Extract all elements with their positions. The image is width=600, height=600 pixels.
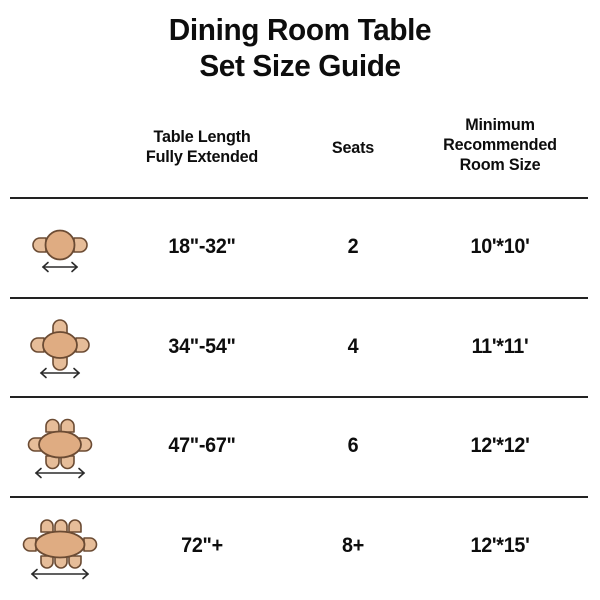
- table-top: [38, 430, 82, 459]
- oval-table-4-seats-diagram: [10, 299, 110, 397]
- cell-table-length: 34"-54": [168, 335, 236, 358]
- table-row: 72"+ 8+ 12'*15': [10, 498, 588, 596]
- chair-bottom: [54, 555, 68, 569]
- column-header-table-length-line-1: Table Length: [153, 127, 251, 146]
- chair-right: [78, 437, 93, 452]
- width-arrow: [39, 367, 81, 379]
- width-arrow: [34, 467, 86, 479]
- page-title-line-1: Dining Room Table: [168, 12, 432, 47]
- column-header-room-size-line-3: Room Size: [459, 155, 541, 174]
- column-header-table-length: Table Length Fully Extended: [117, 127, 288, 167]
- cell-seats: 4: [347, 335, 359, 358]
- row-divider: [10, 396, 588, 398]
- cell-room-size: 12'*15': [470, 534, 530, 557]
- chair-left: [30, 337, 45, 353]
- oval-table-8-seats-diagram: [10, 498, 110, 596]
- round-table-2-seats-diagram: [10, 199, 110, 297]
- chair-top: [40, 519, 54, 533]
- column-header-room-size: Minimum Recommended Room Size: [416, 115, 583, 175]
- chair-right: [83, 537, 98, 552]
- cell-seats: 8+: [342, 534, 364, 557]
- chair-bottom: [52, 356, 68, 371]
- chair-right: [75, 337, 90, 353]
- chair-bottom: [68, 555, 82, 569]
- column-header-seats: Seats: [331, 138, 375, 157]
- row-divider: [10, 197, 588, 199]
- cell-room-size: 11'*11': [471, 335, 529, 358]
- chair-top: [60, 418, 75, 433]
- table-row: 18"-32" 2 10'*10': [10, 199, 588, 297]
- page-title-line-2: Set Size Guide: [199, 48, 401, 83]
- table-row: 47"-67" 6 12'*12': [10, 398, 588, 496]
- table-top: [34, 530, 86, 559]
- cell-table-length: 72"+: [181, 534, 223, 557]
- row-divider: [10, 496, 588, 498]
- cell-seats: 2: [347, 235, 359, 258]
- chair-left: [27, 437, 42, 452]
- cell-table-length: 47"-67": [168, 434, 236, 457]
- cell-seats: 6: [347, 434, 359, 457]
- chair-right: [73, 237, 88, 253]
- cell-table-length: 18"-32": [168, 235, 236, 258]
- page-title: Dining Room Table Set Size Guide: [0, 12, 600, 84]
- chair-top: [54, 519, 68, 533]
- cell-room-size: 10'*10': [470, 235, 530, 258]
- table-row: 34"-54" 4 11'*11': [10, 299, 588, 397]
- table-top: [44, 229, 76, 261]
- chair-bottom: [60, 455, 75, 470]
- chair-top: [68, 519, 82, 533]
- chair-top: [45, 418, 60, 433]
- table-top: [42, 331, 78, 359]
- cell-room-size: 12'*12': [470, 434, 530, 457]
- column-header-room-size-line-2: Recommended: [443, 135, 557, 154]
- oval-table-6-seats-diagram: [10, 398, 110, 496]
- chair-bottom: [45, 455, 60, 470]
- chair-left: [32, 237, 47, 253]
- width-arrow: [41, 261, 79, 273]
- chair-top: [52, 319, 68, 334]
- column-header-table-length-line-2: Fully Extended: [145, 147, 259, 166]
- table-header-row: Table Length Fully Extended Seats Minimu…: [10, 112, 588, 194]
- row-divider: [10, 297, 588, 299]
- chair-bottom: [40, 555, 54, 569]
- width-arrow: [30, 568, 90, 580]
- chair-left: [22, 537, 37, 552]
- column-header-room-size-line-1: Minimum: [465, 115, 535, 134]
